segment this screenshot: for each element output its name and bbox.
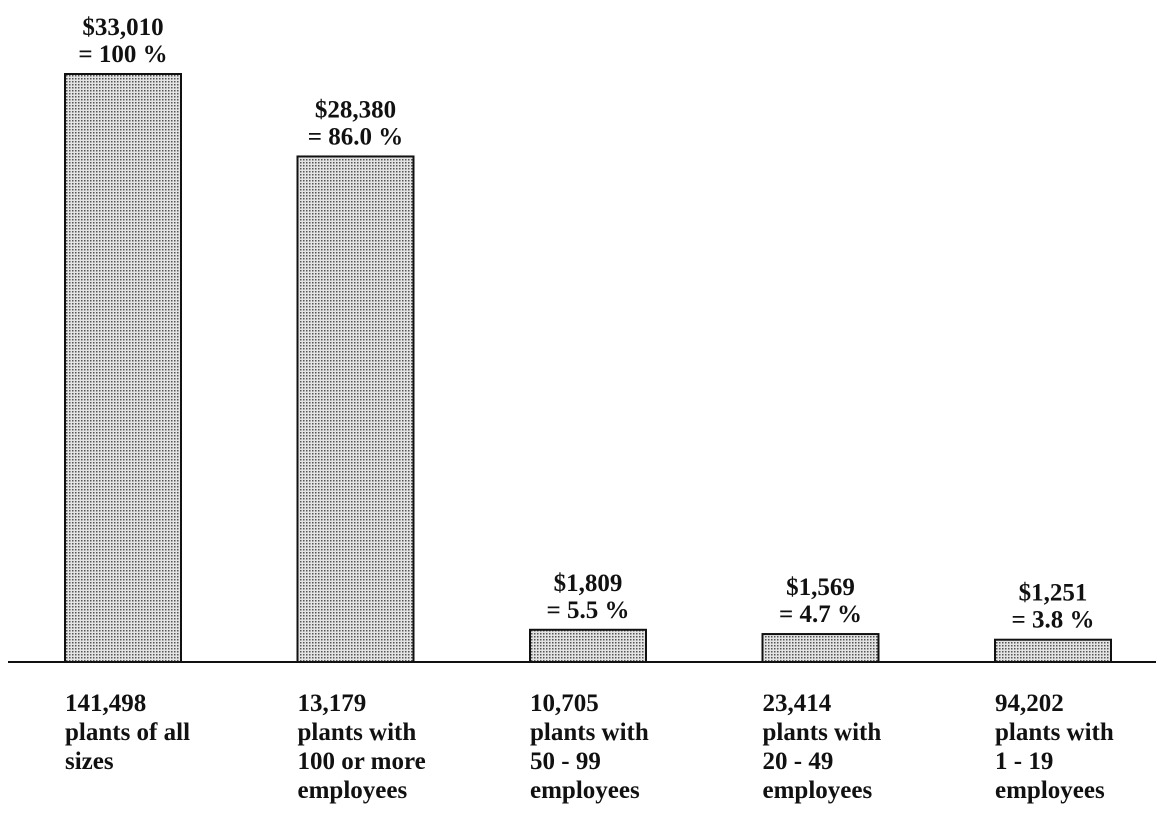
value-label-0-1: = 100 % — [78, 41, 167, 68]
value-label-2-0: $1,809 — [554, 570, 623, 597]
category-label-3-2: 20 - 49 — [763, 748, 834, 775]
value-label-1-0: $28,380 — [315, 96, 396, 123]
value-label-4-0: $1,251 — [1019, 580, 1088, 607]
category-label-3-3: employees — [763, 777, 873, 804]
category-label-4-0: 94,202 — [995, 690, 1064, 717]
value-label-3-0: $1,569 — [786, 574, 855, 601]
bar-3 — [761, 633, 880, 664]
value-label-4-1: = 3.8 % — [1012, 607, 1095, 634]
category-label-1-2: 100 or more — [298, 748, 426, 775]
value-label-0-0: $33,010 — [82, 14, 163, 41]
category-label-0-2: sizes — [65, 748, 114, 775]
value-labels-group: $33,010= 100 % $28,380= 86.0 % $1,809= 5.5… — [78, 14, 1094, 634]
bar-1 — [296, 155, 415, 664]
category-label-4-2: 1 - 19 — [995, 748, 1053, 775]
category-label-2-3: employees — [530, 777, 640, 804]
category-label-2-0: 10,705 — [530, 690, 599, 717]
category-label-4-1: plants with — [995, 719, 1114, 746]
category-label-0-1: plants of all — [65, 719, 190, 746]
value-label-3-1: = 4.7 % — [779, 601, 862, 628]
category-label-2-2: 50 - 99 — [530, 748, 601, 775]
value-label-2-1: = 5.5 % — [547, 597, 630, 624]
category-label-1-0: 13,179 — [298, 690, 367, 717]
category-label-4-3: employees — [995, 777, 1105, 804]
category-label-1-1: plants with — [298, 719, 417, 746]
bars-group — [64, 73, 1112, 664]
category-label-0-0: 141,498 — [65, 690, 146, 717]
bar-0 — [64, 73, 182, 663]
bar-4 — [994, 638, 1112, 663]
bar-2 — [529, 628, 647, 663]
category-label-2-1: plants with — [530, 719, 649, 746]
category-label-3-0: 23,414 — [763, 690, 832, 717]
category-label-1-3: employees — [298, 777, 408, 804]
category-label-3-1: plants with — [763, 719, 882, 746]
value-label-1-1: = 86.0 % — [308, 123, 404, 150]
